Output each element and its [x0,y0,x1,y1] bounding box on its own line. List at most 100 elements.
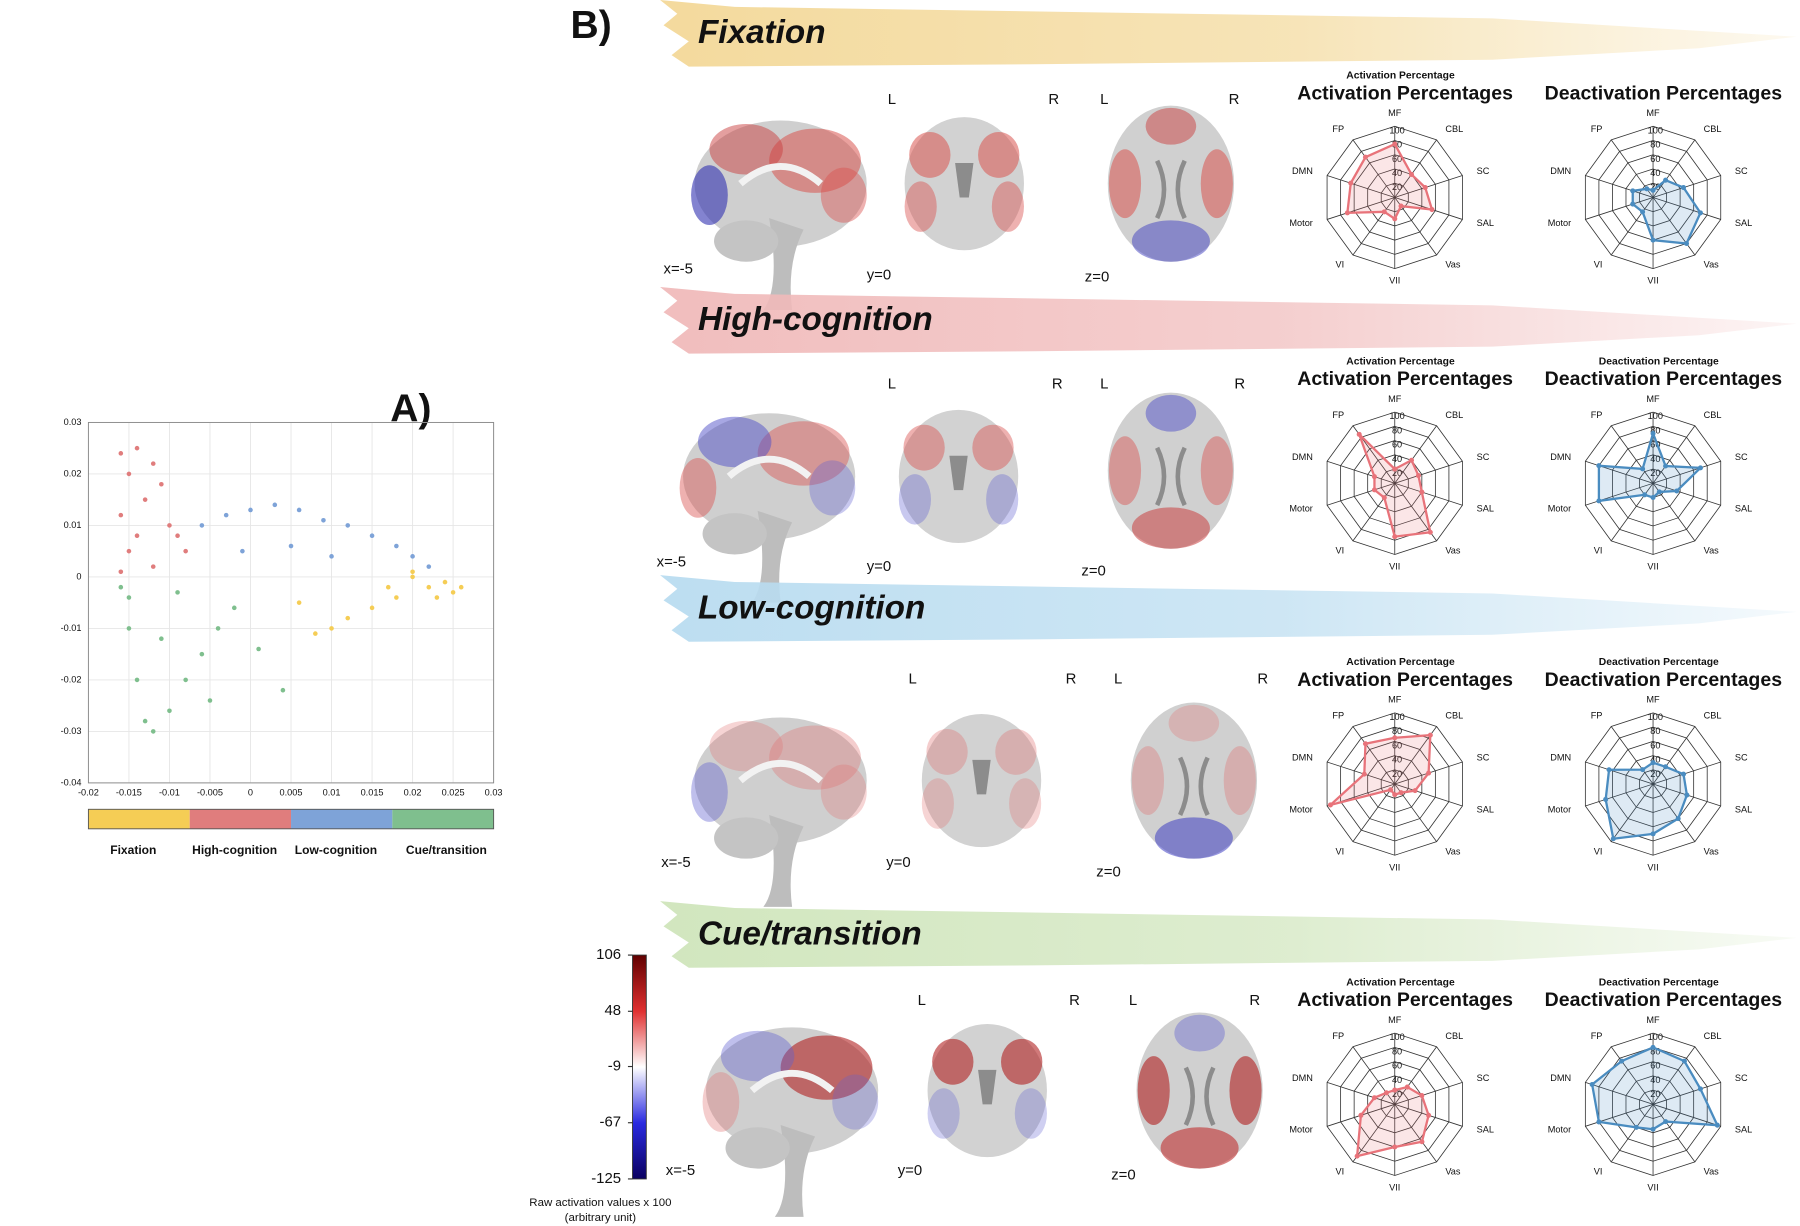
radar-axis-label: Vas [1704,260,1720,270]
state-banner [660,286,1797,354]
radar-point [1356,431,1362,437]
activation-blob [1014,1088,1047,1139]
radar-axis-label: SC [1735,1073,1748,1083]
activation-blob [986,474,1019,525]
radar-axis-label: VII [1389,562,1400,572]
side-label: R [1249,992,1260,1009]
radar-title: Activation Percentages [1297,82,1513,104]
state-banner [660,575,1797,642]
side-label: L [1100,91,1108,108]
legend-swatch [88,809,190,829]
radar-point [1596,498,1602,504]
radar-point [1348,180,1354,186]
radar-title: Deactivation Percentages [1545,368,1783,390]
activation-blob [1145,107,1197,145]
activation-blob [757,421,850,486]
radar-point [1426,1112,1432,1118]
radar-point [1680,185,1687,191]
brain-slices [702,1012,1263,1217]
radar-point [1630,201,1636,207]
state-banner [660,901,1797,968]
radar-spoke [1394,139,1437,198]
radar-point [1650,494,1656,501]
radar-spoke [1352,1104,1396,1163]
slice-label: z=0 [1096,863,1120,880]
radar-axis-label: VII [1389,276,1400,286]
activation-blob [769,725,861,790]
radar-point [1675,816,1681,822]
x-tick-label: 0.005 [280,788,303,798]
radar-point [1606,767,1612,773]
brain-cerebellum [725,1127,790,1169]
radar-tick-label: 40 [1392,1075,1402,1085]
radar-tick-label: 40 [1650,454,1660,464]
activation-blob [780,1035,873,1100]
radar-axis-label: MF [1646,695,1660,705]
radar-axis-label: CBL [1445,711,1463,721]
radar-axis-label: VI [1335,846,1344,856]
radar-grid [1584,411,1722,555]
radar-point [1327,802,1333,808]
radar-axis-label: Motor [1289,1125,1312,1135]
radar-title: Deactivation Percentages [1545,669,1783,691]
radar-spoke [1394,175,1463,198]
y-tick-label: -0.04 [61,777,82,787]
radar-axis-label: SAL [1735,804,1752,814]
activation-blob [995,728,1037,775]
radar-tick-label: 20 [1650,468,1660,478]
radar-point [1596,1119,1602,1125]
activation-blob [1160,1127,1239,1169]
radar-axis-label: Motor [1289,218,1312,228]
radar-axis-label: Vas [1445,260,1461,270]
scatter-point [118,512,124,518]
radar-point [1371,487,1377,493]
brain-cerebellum [714,220,779,262]
colorbar-tick-label: 48 [604,1002,621,1019]
slice-label: x=-5 [661,854,690,871]
radar-point [1640,209,1646,215]
radar-point [1650,430,1656,436]
radar-point [1610,836,1616,842]
radar-axis-label: Vas [1704,545,1720,555]
radar-point [1427,529,1433,535]
colorbar [632,954,647,1180]
scatter-point [256,646,261,652]
brain-sagittal [694,717,867,844]
radar-spoke [1652,726,1696,785]
radar-axis-label: SC [1477,1073,1490,1083]
radar-axis-label: SC [1735,452,1748,462]
radar-tick-label: 80 [1650,140,1660,150]
radar-spoke [1352,197,1396,256]
x-tick-label: -0.01 [159,788,180,798]
activation-blob [679,458,717,518]
radar-axis-label: MF [1388,394,1402,404]
ventricle [1155,446,1187,507]
radar-tick-label: 20 [1650,1089,1660,1099]
scatter-point [394,543,399,549]
side-label: R [1066,671,1077,688]
radar-axis-label: FP [1332,1031,1344,1041]
radar-spoke [1585,197,1654,220]
y-tick-label: -0.02 [61,674,82,684]
x-tick-label: 0 [248,788,253,798]
side-label: R [1257,671,1268,688]
radar-point [1650,1126,1656,1132]
radar-spoke [1585,1081,1654,1105]
radar-axis-label: FP [1591,711,1603,721]
ventricle [1183,1066,1216,1126]
radar-point [1640,767,1646,773]
radar-point [1381,209,1387,215]
radar-axis-label: Vas [1704,1167,1720,1177]
radar-area [1346,142,1434,221]
activation-blob [1131,220,1210,262]
radar-tick-label: 100 [1648,1032,1663,1042]
radar-tick-label: 100 [1648,712,1663,722]
side-label: L [908,671,916,688]
scatter-point [134,445,140,451]
colorbar-label: Raw activation values x 100 [529,1197,671,1209]
x-tick-label: 0.02 [404,788,422,798]
y-tick-label: -0.01 [61,623,82,633]
radar-axis-label: CBL [1704,711,1722,721]
scatter-point [118,451,124,456]
slice-label: y=0 [898,1162,922,1179]
